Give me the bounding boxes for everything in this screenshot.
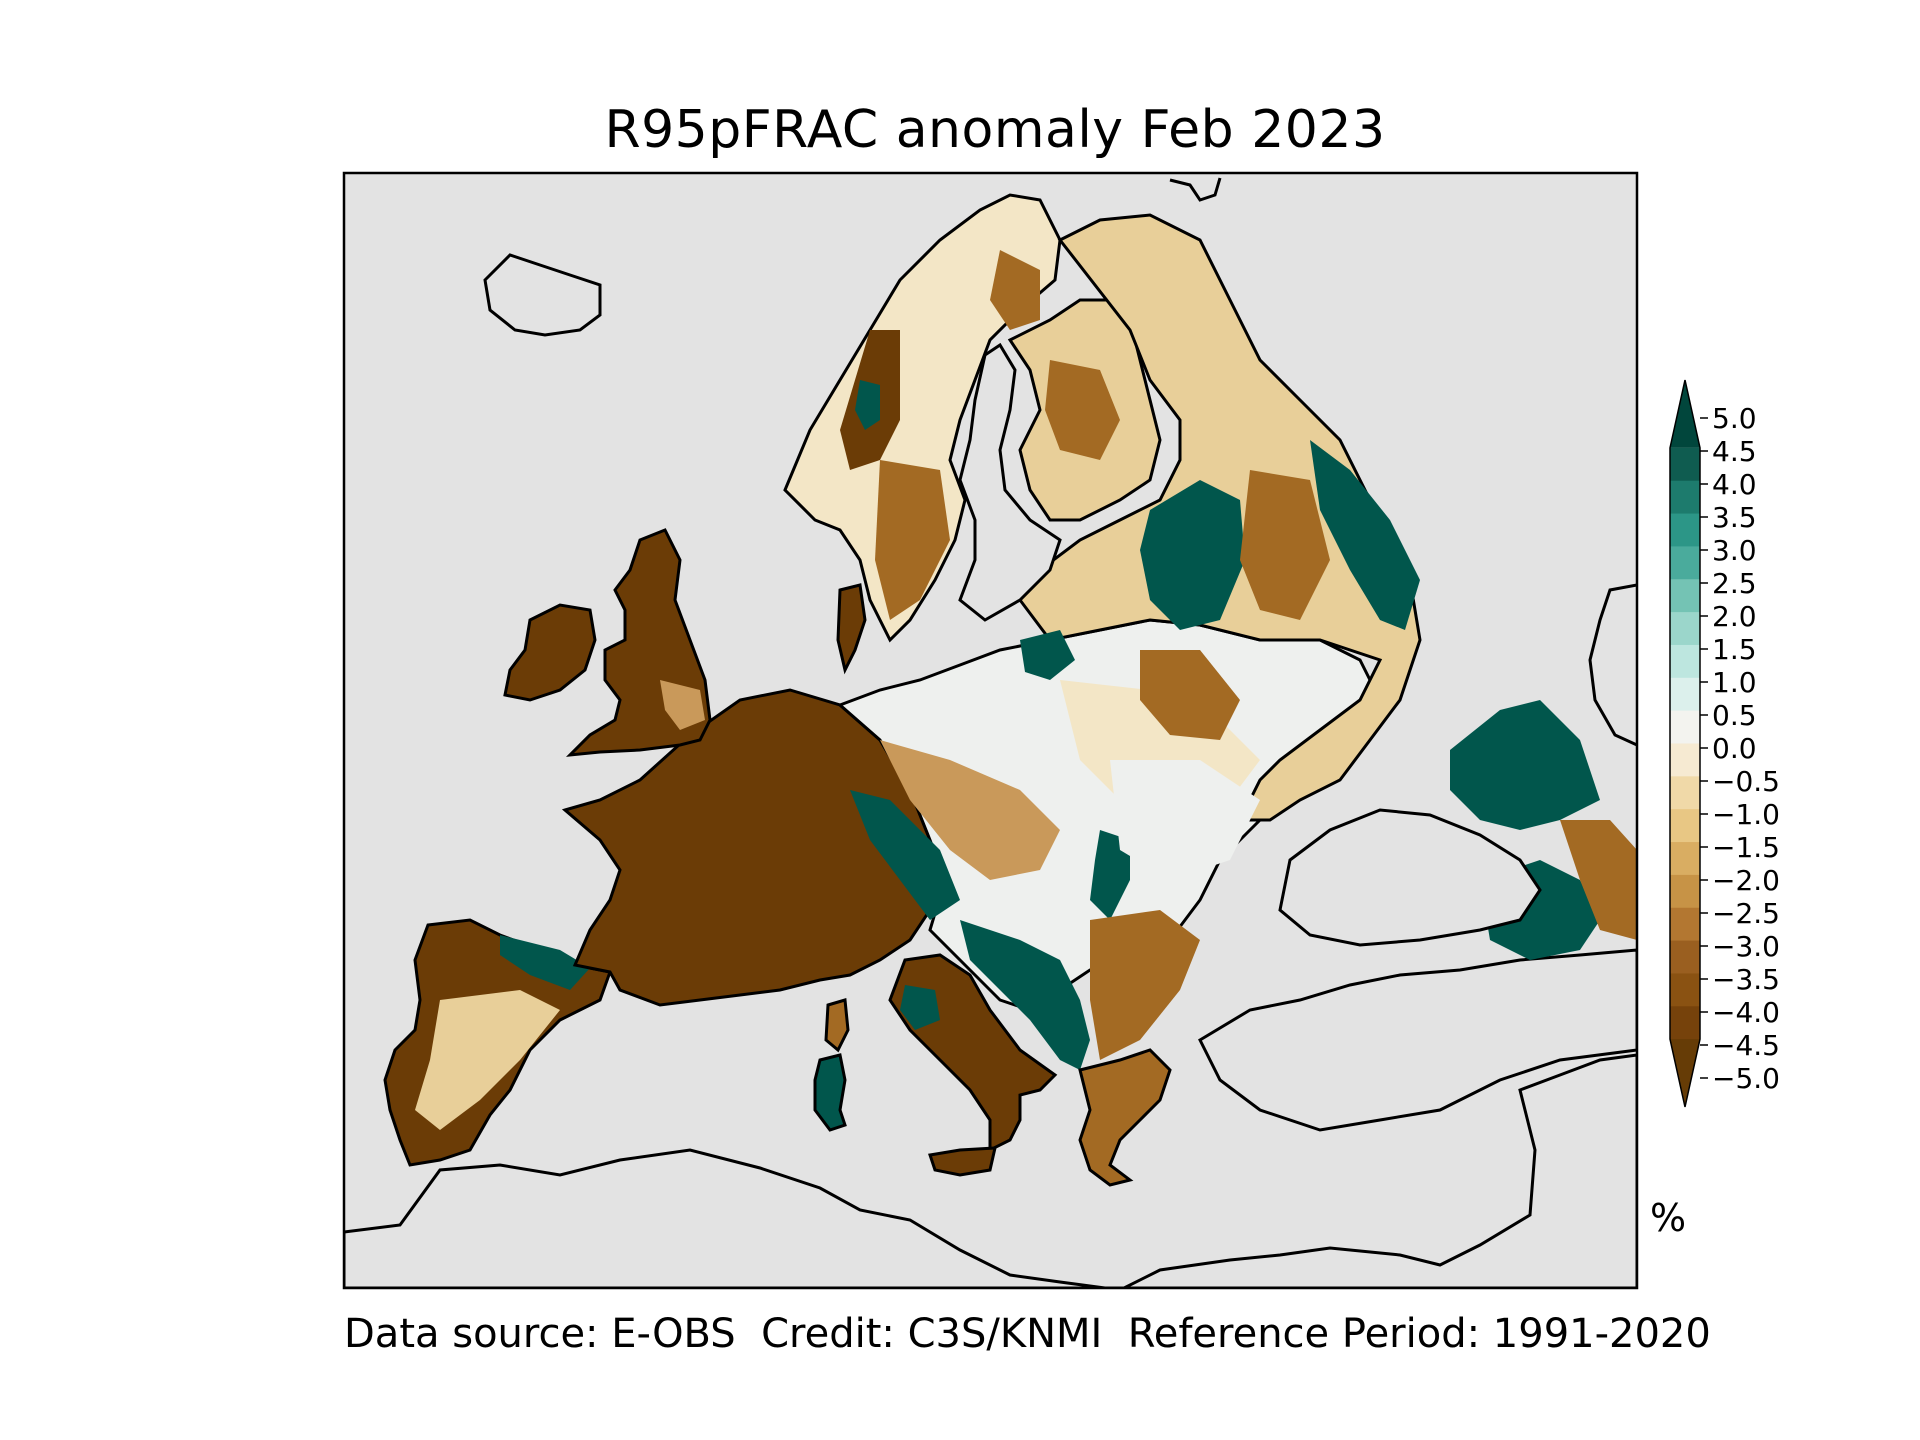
colorbar-segment: [1670, 874, 1700, 909]
colorbar-segment: [1670, 612, 1700, 646]
colorbar-tick-label: −3.0: [1712, 930, 1780, 963]
colorbar-tick-label: −3.5: [1712, 963, 1780, 996]
colorbar-tick-label: −4.5: [1712, 1029, 1780, 1062]
russia-east-wet: [1310, 440, 1420, 630]
colorbar-tick-label: 5.0: [1712, 402, 1757, 435]
land-turkey: [1198, 948, 1637, 1132]
colorbar-segment: [1670, 940, 1700, 975]
north-africa-land: [344, 1053, 1637, 1288]
land-corsica: [824, 998, 850, 1053]
sweden-dry-patch-2: [990, 250, 1040, 330]
balkans-dry-patch: [1090, 910, 1200, 1060]
colorbar-unit-label: %: [1650, 1196, 1687, 1240]
alps-wet-patch: [850, 790, 960, 920]
colorbar-tick-label: 3.5: [1712, 501, 1757, 534]
colorbar-extend-min: [1670, 1039, 1700, 1107]
colorbar-segment: [1670, 809, 1700, 843]
baltic-sea: [958, 342, 1062, 622]
land-sardinia: [813, 1053, 847, 1132]
colorbar-segment: [1670, 677, 1700, 712]
colorbar-tick-label: 1.5: [1712, 633, 1757, 666]
colorbar-segment: [1670, 973, 1700, 1007]
colorbar-tick-label: 0.5: [1712, 699, 1757, 732]
caucasus-dry-patch: [1560, 820, 1637, 940]
colorbar-segment: [1670, 644, 1700, 679]
colorbar-tick-label: 3.0: [1712, 534, 1757, 567]
colorbar-extend-max: [1670, 380, 1700, 448]
finland-dry-patch: [1045, 360, 1120, 460]
colorbar-segment: [1670, 480, 1700, 515]
colorbar-segment: [1670, 743, 1700, 777]
colorbar-segment: [1670, 710, 1700, 745]
land-france: [561, 688, 947, 1007]
colorbar-tick-label: 2.5: [1712, 567, 1757, 600]
colorbar: 5.04.54.03.53.02.52.01.51.00.50.0−0.5−1.…: [1669, 379, 1780, 1108]
colorbar-segment: [1670, 513, 1700, 547]
land-denmark: [836, 583, 867, 675]
colorbar-outline: [1669, 379, 1701, 1108]
colorbar-tick-label: 4.0: [1712, 468, 1757, 501]
colorbar-tick-label: −1.5: [1712, 831, 1780, 864]
colorbar-segment: [1670, 447, 1700, 482]
colorbar-tick-label: 1.0: [1712, 666, 1757, 699]
colorbar-tick-label: −4.0: [1712, 996, 1780, 1029]
land-sicily: [928, 1146, 997, 1177]
land-ireland: [503, 603, 597, 702]
sweden-dry-patch: [875, 460, 950, 620]
urals-coast: [1588, 583, 1637, 747]
kola-coast: [1169, 177, 1222, 202]
chart-title: R95pFRAC anomaly Feb 2023: [604, 100, 1386, 160]
colorbar-tick-label: −2.5: [1712, 897, 1780, 930]
colorbar-tick-label: 0.0: [1712, 732, 1757, 765]
iberia-pale-patch: [415, 990, 560, 1130]
colorbar-tick-label: 4.5: [1712, 435, 1757, 468]
balkans-wet-patch: [960, 920, 1090, 1070]
colorbar-segment: [1670, 1006, 1700, 1040]
central-dry-patch: [880, 740, 1060, 880]
uk-pale-patch: [660, 680, 705, 730]
colorbar-tick-label: −2.0: [1712, 864, 1780, 897]
map-border: [342, 171, 1639, 1290]
data-source-footer: Data source: E-OBS Credit: C3S/KNMI Refe…: [344, 1311, 1711, 1357]
russia-dry-blob: [1240, 470, 1330, 620]
black-sea: [1278, 808, 1542, 947]
belarus-dry-blob: [1140, 650, 1240, 740]
colorbar-segment: [1670, 776, 1700, 810]
land-iceland: [483, 253, 602, 337]
caucasus-wet-blob: [1450, 700, 1600, 830]
italy-wet-patch: [900, 985, 940, 1030]
norway-wet-patch: [855, 380, 880, 430]
baltic-wet-patch: [1020, 630, 1075, 680]
russia-wet-blob: [1140, 480, 1245, 630]
colorbar-tick-label: −5.0: [1712, 1062, 1780, 1095]
colorbar-segment: [1670, 842, 1700, 876]
land-greece: [1078, 1048, 1172, 1187]
iberia-wet-patch: [500, 935, 590, 990]
colorbar-segment: [1670, 907, 1700, 942]
colorbar-tick-label: −0.5: [1712, 765, 1780, 798]
colorbar-tick-label: 2.0: [1712, 600, 1757, 633]
colorbar-segment: [1670, 546, 1700, 580]
map-content: [344, 177, 1637, 1288]
ukraine-neutral: [1110, 760, 1260, 880]
carpathian-wet-patch: [1090, 830, 1130, 920]
colorbar-segment: [1670, 579, 1700, 613]
colorbar-tick-label: −1.0: [1712, 798, 1780, 831]
